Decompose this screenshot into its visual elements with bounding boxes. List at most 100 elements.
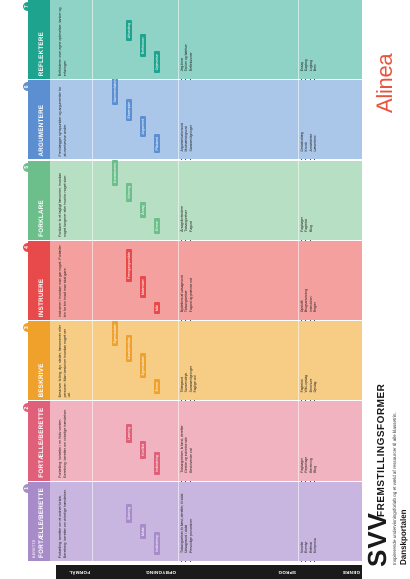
row-divider xyxy=(92,80,93,160)
language-cell: Bydeform af udsagnsordTidsangivelserFago… xyxy=(178,241,298,320)
column-header: FORKLARE 5 xyxy=(23,160,50,240)
row-divider xyxy=(298,0,299,80)
column: INSTRUERE 4 Instruerer i hvordan man gør n… xyxy=(23,240,362,321)
footer-subtitle: Inspirerende undervisningsforløb og et v… xyxy=(392,412,397,565)
structure-step: Egenskaber xyxy=(140,353,146,379)
column-title: BESKRIVE xyxy=(38,363,45,398)
column: ARGUMENTERE 6 Fremlægger synspunkter og ar… xyxy=(23,74,362,160)
structure-step: Argument xyxy=(140,115,146,138)
column-header: FORTÆLLE/BERETTE 2 xyxy=(23,401,50,481)
column: FORTÆLLE/BERETTE 2 Fortælling: fortæller i… xyxy=(23,401,362,481)
row-divider xyxy=(298,321,299,401)
structure-cell: Indledning Konflikt Løsning xyxy=(92,401,178,480)
purpose-text: Fortælling: beretter om et ordnet forløb… xyxy=(58,489,67,558)
footer-title: Danskportalen xyxy=(399,509,408,565)
genre-item: Blog xyxy=(309,164,313,232)
genre-item: Blog xyxy=(313,404,317,473)
purpose-cell: Fremlægger synspunkter og argumenter for… xyxy=(56,80,92,159)
genre-cell: NovelleEventyrReferatKortprosa xyxy=(298,482,362,561)
column-number-badge: 2 xyxy=(23,403,32,413)
column-title: REFLEKTERE xyxy=(38,31,45,77)
structure-step: Materialer xyxy=(140,276,146,299)
purpose-cell: Fortælling: fortæller i en fiktiv verden… xyxy=(56,401,92,480)
row-divider xyxy=(298,80,299,160)
structure-step: Karakteristika xyxy=(126,334,132,363)
row-divider xyxy=(178,160,179,240)
structure-cell: Mål Materialer Fremgangsmåde xyxy=(92,241,178,320)
row-label-text: GENRE xyxy=(342,570,360,575)
purpose-text: Forklarer fx et fagligt fænomen, hvordan… xyxy=(58,172,67,237)
structure-step: Emne xyxy=(154,218,160,234)
purpose-cell: Fortælling: beretter om et ordnet forløb… xyxy=(56,482,92,561)
purpose-text: Fremlægger synspunkter og argumenter for… xyxy=(58,86,67,157)
language-cell: ArgumentationsordModsætningsordSammenlig… xyxy=(178,80,298,159)
row-divider xyxy=(298,240,299,321)
row-label: FORMÅL xyxy=(56,565,92,579)
row-divider xyxy=(92,481,93,561)
alinea-logo[interactable]: Alinea xyxy=(372,53,397,113)
language-item: Fagord og præcise ord xyxy=(189,244,193,312)
column-subtitle: BERETTE xyxy=(32,539,36,558)
structure-step: Mål xyxy=(154,302,160,315)
language-item: Personlige pronominer xyxy=(189,485,193,553)
column-header: FORTÆLLE/BERETTE BERETTE 1 xyxy=(23,481,50,561)
row-divider xyxy=(298,401,299,481)
row-label-text: SPROG xyxy=(278,570,296,575)
structure-step: Konsekvens xyxy=(112,160,118,186)
language-item: Refleksioner xyxy=(189,3,193,71)
purpose-text: Reflekterer over egne oplevelser, tanker… xyxy=(58,7,67,77)
row-divider xyxy=(298,481,299,561)
structure-step: Midte xyxy=(140,524,146,539)
genre-cell: FagtekstWiki-opslagBrochureOpslag xyxy=(298,321,362,400)
structure-step: Fremgangsmåde xyxy=(126,248,132,283)
row-label: SPROG xyxy=(178,565,298,579)
structure-step: Afrunding xyxy=(126,19,132,42)
language-cell: Jeg-formTanker og følelserRefleksioner xyxy=(178,0,298,79)
row-divider xyxy=(92,321,93,401)
column-header: INSTRUERE 4 xyxy=(23,240,50,321)
column: FORKLARE 5 Forklarer fx et fagligt fænomen… xyxy=(23,160,362,240)
row-divider xyxy=(178,80,179,160)
structure-step: Indledning xyxy=(154,452,160,475)
row-divider xyxy=(92,401,93,481)
language-item: Faglige ord xyxy=(193,324,197,392)
genre-item: Kortprosa xyxy=(313,485,317,553)
columns-area: FORMÅL OPBYGNING SPROG GENRE FORTÆLLE/BERETT… xyxy=(23,0,362,579)
row-divider xyxy=(92,160,93,240)
structure-step: Refleksion xyxy=(140,34,146,58)
row-divider xyxy=(178,240,179,321)
structure-step: Egenskaber xyxy=(112,321,118,347)
purpose-cell: Reflekterer over egne oplevelser, tanker… xyxy=(56,0,92,79)
column-header: BESKRIVE 3 xyxy=(23,321,50,401)
poster-title: FREMSTILLINGSFORMER xyxy=(376,383,387,517)
structure-step: Slutning xyxy=(126,504,132,523)
genre-cell: FagbøgerFagtekstBlog xyxy=(298,161,362,240)
structure-step: Emne xyxy=(154,379,160,395)
column-number-badge: 5 xyxy=(23,162,32,172)
column-header: REFLEKTERE 7 xyxy=(23,0,50,80)
column-title: ARGUMENTERE xyxy=(38,104,45,157)
row-divider xyxy=(178,321,179,401)
row-divider xyxy=(298,160,299,240)
language-item: Beskrivende ord xyxy=(189,404,193,473)
structure-step: Eksempler xyxy=(126,98,132,122)
column: FORTÆLLE/BERETTE BERETTE 1 Fortælling: bere… xyxy=(23,481,362,561)
structure-step: Indledning xyxy=(154,532,160,555)
language-cell: Tidsangivelser, fx først, derefter, til … xyxy=(178,482,298,561)
column-number-badge: 6 xyxy=(23,82,32,92)
purpose-cell: Beskriver fx ting, dyr, steder, fænomene… xyxy=(56,321,92,400)
genre-item: Brev xyxy=(313,3,317,71)
column: BESKRIVE 3 Beskriver fx ting, dyr, steder,… xyxy=(23,321,362,401)
structure-cell: Emne Egenskaber Karakteristika Egenskaber xyxy=(92,321,178,400)
structure-step: Oplevelse xyxy=(154,51,160,74)
purpose-text: Instruerer i hvordan man gør noget. Fort… xyxy=(58,245,67,318)
language-item: Sammenligninger xyxy=(189,83,193,151)
genre-cell: EssayDagbogLogbogBrev xyxy=(298,0,362,79)
column-title: FORTÆLLE/BERETTE xyxy=(38,407,45,478)
row-divider xyxy=(178,0,179,80)
svv-heading: SVV xyxy=(362,511,392,567)
structure-step: Årsag xyxy=(140,202,146,218)
purpose-text: Fortælling: fortæller i en fiktiv verden… xyxy=(58,408,67,478)
column-number-badge: 1 xyxy=(23,483,32,493)
